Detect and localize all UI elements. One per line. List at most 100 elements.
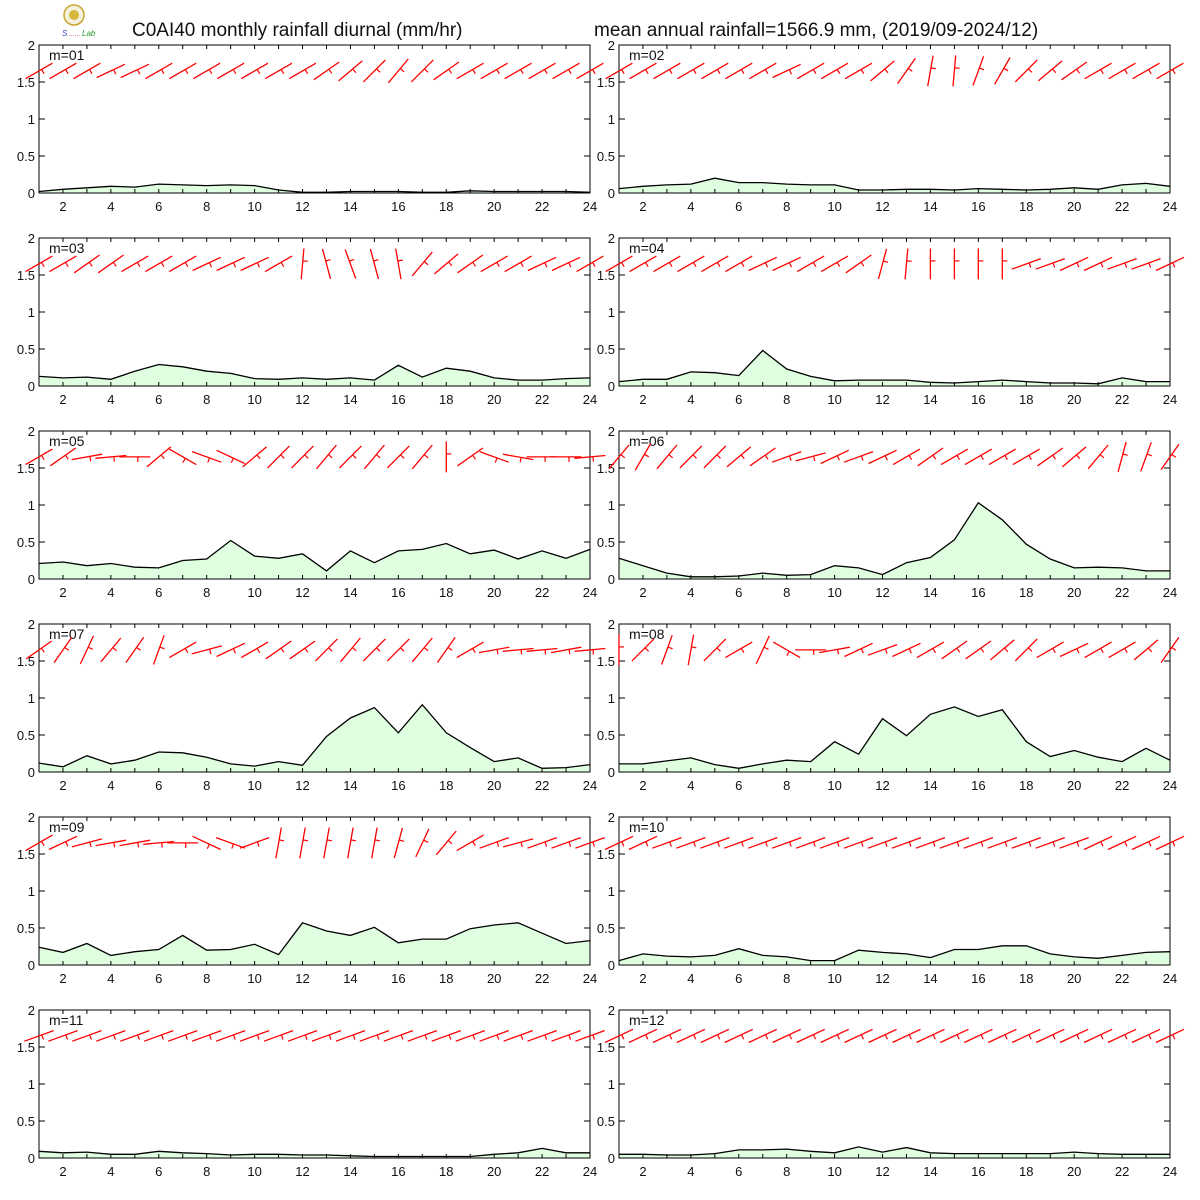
wind-shaft [796, 255, 825, 273]
wind-shaft [216, 449, 245, 465]
wind-shaft [1059, 256, 1089, 272]
wind-feather [669, 1034, 673, 1040]
panel: 00.511.522 4 6 8 10 12 14 16 18 20 22 24m=07 [17, 617, 606, 793]
wind-shaft [634, 443, 652, 471]
wind-feather [520, 69, 524, 75]
wind-shaft [1131, 835, 1161, 851]
wind-feather [160, 262, 165, 268]
wind-feather [448, 68, 453, 74]
wind-barb [267, 445, 290, 469]
wind-feather [980, 841, 984, 847]
wind-barb [605, 62, 633, 80]
wind-feather [908, 1034, 912, 1040]
wind-shaft [1014, 59, 1038, 83]
wind-feather [669, 841, 672, 847]
x-tick-label: 20 [487, 971, 501, 986]
wind-feather [447, 646, 453, 651]
wind-shaft [411, 637, 433, 663]
wind-barb [340, 637, 361, 663]
wind-shaft [1037, 447, 1064, 467]
wind-shaft [504, 62, 532, 80]
wind-feather [160, 454, 165, 460]
x-tick-label: 22 [535, 199, 549, 214]
wind-barb [263, 1029, 294, 1042]
wind-barb [551, 256, 581, 272]
wind-shaft [772, 256, 801, 272]
wind-feather [519, 457, 522, 463]
wind-shaft [605, 62, 633, 80]
rain-line [618, 945, 1171, 962]
wind-feather [65, 1034, 69, 1040]
wind-feather [400, 647, 405, 652]
wind-shaft [1059, 1028, 1089, 1044]
wind-barb [289, 640, 316, 660]
wind-barb [456, 62, 484, 80]
wind-shaft [941, 640, 968, 660]
wind-barb [415, 828, 430, 858]
wind-feather [89, 456, 92, 462]
wind-feather [836, 841, 840, 847]
wind-feather [716, 1034, 721, 1040]
x-tick-label: 6 [735, 778, 742, 793]
wind-feather [447, 840, 453, 845]
wind-shaft [299, 827, 306, 859]
panel: 00.511.522 4 6 8 10 12 14 16 18 20 22 24m=12 [597, 1003, 1185, 1179]
y-tick-label: 0 [608, 1151, 615, 1166]
wind-feather [232, 262, 237, 268]
wind-barb [371, 827, 380, 859]
y-tick-label: 2 [28, 617, 35, 632]
wind-feather [1027, 647, 1033, 652]
wind-barb [344, 249, 357, 279]
wind-barb [362, 59, 386, 83]
wind-shaft [1117, 441, 1127, 473]
wind-barb [820, 1028, 849, 1044]
x-tick-label: 12 [295, 199, 309, 214]
wind-feather [932, 1034, 936, 1040]
wind-shaft [49, 447, 77, 467]
wind-feather [423, 647, 429, 652]
x-tick-label: 14 [923, 778, 937, 793]
x-tick-label: 2 [59, 778, 66, 793]
wind-feather [1028, 455, 1032, 461]
wind-barb [143, 1029, 174, 1042]
wind-feather [256, 69, 261, 75]
wind-shaft [551, 1029, 581, 1042]
wind-barb [796, 255, 825, 273]
wind-feather [740, 648, 745, 654]
wind-feather [645, 1034, 649, 1040]
wind-shaft [700, 1028, 730, 1044]
wind-shaft [1155, 256, 1185, 272]
wind-barb [677, 255, 705, 273]
wind-shaft [1140, 442, 1152, 472]
wind-feather [41, 69, 45, 75]
wind-feather [1076, 454, 1081, 460]
wind-shaft [796, 1028, 825, 1044]
wind-feather [645, 69, 649, 75]
wind-shaft [25, 640, 53, 660]
wind-barb [724, 1028, 754, 1044]
wind-barb [299, 827, 309, 859]
wind-barb [125, 636, 145, 663]
wind-barb [1011, 1028, 1041, 1044]
wind-barb [1059, 642, 1089, 658]
wind-barb [479, 1029, 509, 1042]
wind-shaft [576, 255, 604, 273]
wind-barb [660, 635, 673, 665]
wind-barb [1059, 1028, 1089, 1044]
wind-barb [1133, 639, 1159, 661]
wind-shaft [1011, 836, 1042, 849]
x-tick-label: 2 [59, 199, 66, 214]
wind-feather [592, 1034, 596, 1040]
wind-barb [916, 641, 945, 659]
wind-barb [323, 827, 333, 859]
x-tick-label: 20 [487, 1164, 501, 1179]
wind-feather [644, 453, 650, 458]
y-tick-label: 0 [608, 379, 615, 394]
wind-shaft [844, 62, 873, 80]
wind-barb [73, 62, 101, 80]
wind-feather [568, 69, 572, 75]
wind-feather [256, 841, 260, 847]
wind-shaft [1155, 1028, 1185, 1044]
wind-shaft [820, 255, 849, 273]
